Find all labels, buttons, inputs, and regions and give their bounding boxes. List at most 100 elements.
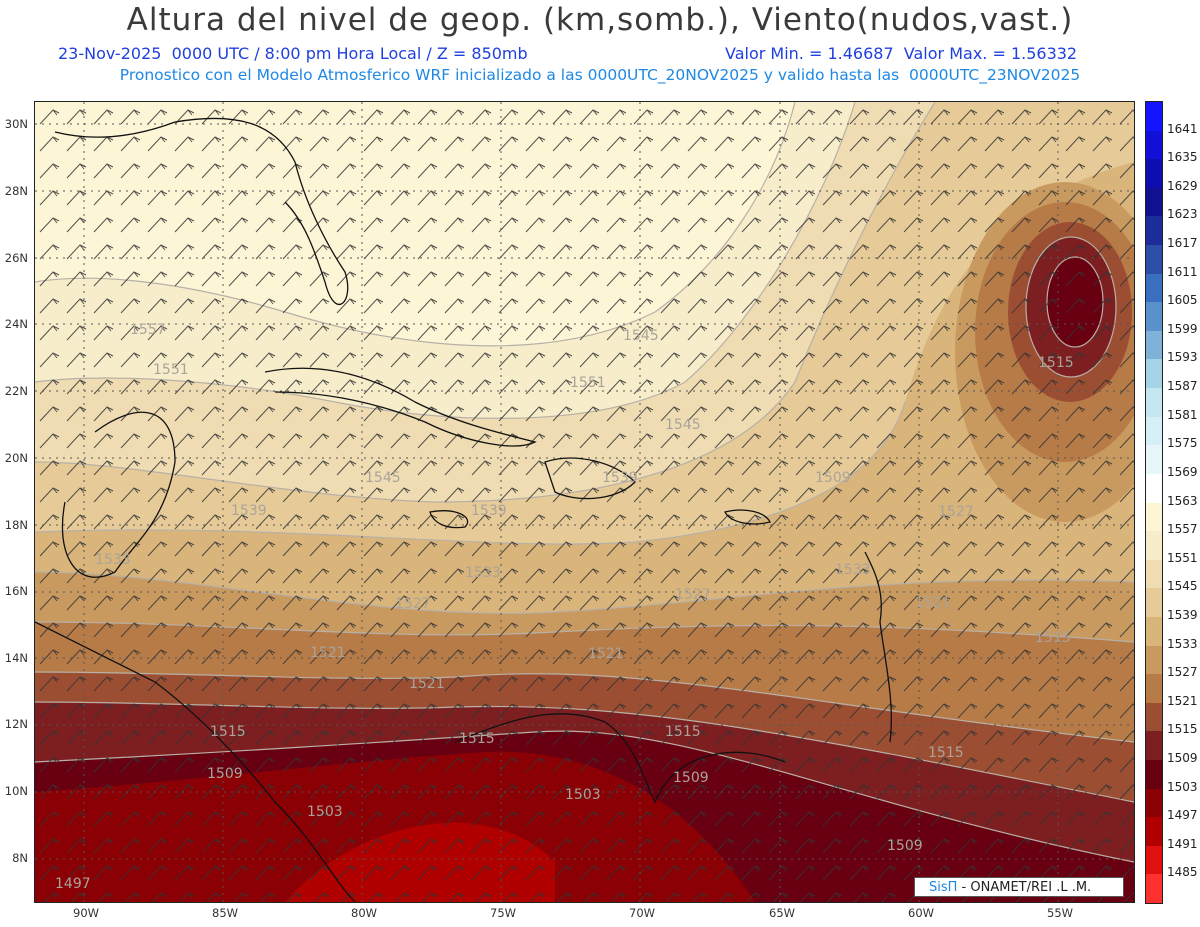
colorbar-tick-label: 1527 xyxy=(1167,665,1198,680)
lon-label: 65W xyxy=(769,906,796,920)
colorbar-segment xyxy=(1146,674,1162,704)
colorbar xyxy=(1145,101,1163,904)
contour-label: 1515 xyxy=(459,731,495,747)
colorbar-segment xyxy=(1146,559,1162,589)
colorbar-tick-label: 1545 xyxy=(1167,579,1198,594)
contour-label: 1533 xyxy=(835,562,871,578)
lat-label: 14N xyxy=(4,651,28,665)
subtitle-date: 23-Nov-2025 0000 UTC / 8:00 pm Hora Loca… xyxy=(58,44,528,63)
contour-label: 1539 xyxy=(602,470,638,486)
colorbar-segment xyxy=(1146,445,1162,475)
brand-logo-text: SisΠ xyxy=(929,880,958,895)
contour-label: 1521 xyxy=(588,646,624,662)
weather-map[interactable]: 1557 1551 1545 1539 1533 1527 1521 1515 … xyxy=(34,101,1135,903)
colorbar-tick-label: 1491 xyxy=(1167,836,1198,851)
colorbar-tick-label: 1521 xyxy=(1167,693,1198,708)
colorbar-tick-label: 1629 xyxy=(1167,178,1198,193)
contour-label: 1515 xyxy=(665,724,701,740)
contour-label: 1527 xyxy=(938,504,974,520)
colorbar-tick-label: 1575 xyxy=(1167,436,1198,451)
lat-label: 20N xyxy=(4,451,28,465)
colorbar-tick-label: 1635 xyxy=(1167,150,1198,165)
colorbar-segment xyxy=(1146,273,1162,303)
colorbar-segment xyxy=(1146,330,1162,360)
subtitle-model: Pronostico con el Modelo Atmosferico WRF… xyxy=(119,66,1081,84)
lat-label: 8N xyxy=(12,851,28,865)
coastlines xyxy=(35,117,892,902)
colorbar-segment xyxy=(1146,731,1162,761)
subtitle-values: Valor Min. = 1.46687 Valor Max. = 1.5633… xyxy=(725,44,1078,63)
colorbar-tick-label: 1581 xyxy=(1167,407,1198,422)
colorbar-segment xyxy=(1146,388,1162,418)
colorbar-segment xyxy=(1146,159,1162,189)
colorbar-segment xyxy=(1146,588,1162,618)
colorbar-segment xyxy=(1146,187,1162,217)
lat-label: 22N xyxy=(4,384,28,398)
colorbar-tick-label: 1605 xyxy=(1167,293,1198,308)
contour-label: 1497 xyxy=(55,876,91,892)
contour-label: 1503 xyxy=(565,787,601,803)
credit-org: - ONAMET/REI .L .M. xyxy=(957,880,1092,895)
colorbar-segment xyxy=(1146,759,1162,790)
contour-label: 1509 xyxy=(207,766,243,782)
colorbar-segment xyxy=(1146,416,1162,446)
lon-label: 90W xyxy=(73,906,100,920)
map-title: Altura del nivel de geop. (km,somb.), Vi… xyxy=(126,2,1074,38)
colorbar-segment xyxy=(1146,531,1162,561)
lat-label: 10N xyxy=(4,784,28,798)
colorbar-tick-label: 1599 xyxy=(1167,321,1198,336)
colorbar-segment xyxy=(1146,302,1162,332)
colorbar-segment xyxy=(1146,702,1162,732)
colorbar-segment xyxy=(1146,817,1162,847)
lat-label: 26N xyxy=(4,251,28,265)
colorbar-tick-label: 1497 xyxy=(1167,808,1198,823)
contour-label: 1509 xyxy=(815,470,851,486)
contour-label: 1503 xyxy=(307,804,343,820)
colorbar-tick-label: 1563 xyxy=(1167,493,1198,508)
colorbar-tick-label: 1569 xyxy=(1167,464,1198,479)
colorbar-segment xyxy=(1146,645,1162,675)
lat-label: 18N xyxy=(4,518,28,532)
lon-label: 75W xyxy=(490,906,517,920)
lon-label: 55W xyxy=(1047,906,1074,920)
colorbar-segment xyxy=(1146,473,1162,503)
contour-label: 1551 xyxy=(570,375,606,391)
colorbar-tick-label: 1557 xyxy=(1167,522,1198,537)
colorbar-tick-label: 1593 xyxy=(1167,350,1198,365)
colorbar-tick-label: 1533 xyxy=(1167,636,1198,651)
colorbar-tick-label: 1485 xyxy=(1167,865,1198,880)
colorbar-tick-label: 1611 xyxy=(1167,264,1198,279)
colorbar-segment xyxy=(1146,359,1162,389)
colorbar-tick-label: 1551 xyxy=(1167,550,1198,565)
colorbar-segment xyxy=(1146,874,1162,903)
contour-label: 1521 xyxy=(409,676,445,692)
lon-label: 80W xyxy=(351,906,378,920)
contour-label: 1515 xyxy=(1038,355,1074,371)
lat-label: 24N xyxy=(4,317,28,331)
contour-label: 1509 xyxy=(673,770,709,786)
map-canvas: 1557 1551 1545 1539 1533 1527 1521 1515 … xyxy=(35,102,1134,902)
contour-label: 1539 xyxy=(231,503,267,519)
colorbar-segment xyxy=(1146,245,1162,275)
contour-label: 1509 xyxy=(887,838,923,854)
credit-box: SisΠ - ONAMET/REI .L .M. xyxy=(914,877,1124,897)
contour-label: 1515 xyxy=(928,745,964,761)
colorbar-segment xyxy=(1146,130,1162,160)
contour-label: 1557 xyxy=(130,322,166,338)
lat-label: 30N xyxy=(4,117,28,131)
contour-label: 1539 xyxy=(471,503,507,519)
colorbar-tick-label: 1503 xyxy=(1167,779,1198,794)
grid-lines xyxy=(35,102,1134,902)
lat-label: 16N xyxy=(4,584,28,598)
colorbar-segment xyxy=(1146,845,1162,875)
colorbar-tick-label: 1515 xyxy=(1167,722,1198,737)
contour-labels: 1557 1551 1545 1539 1533 1527 1521 1515 … xyxy=(55,322,1074,892)
contour-label: 1521 xyxy=(915,595,951,611)
wind-barbs xyxy=(35,102,1134,902)
colorbar-segment xyxy=(1146,616,1162,647)
contour-label: 1527 xyxy=(675,587,711,603)
lat-label: 12N xyxy=(4,717,28,731)
colorbar-tick-label: 1509 xyxy=(1167,750,1198,765)
colorbar-segment xyxy=(1146,788,1162,818)
contour-label: 1545 xyxy=(365,470,401,486)
